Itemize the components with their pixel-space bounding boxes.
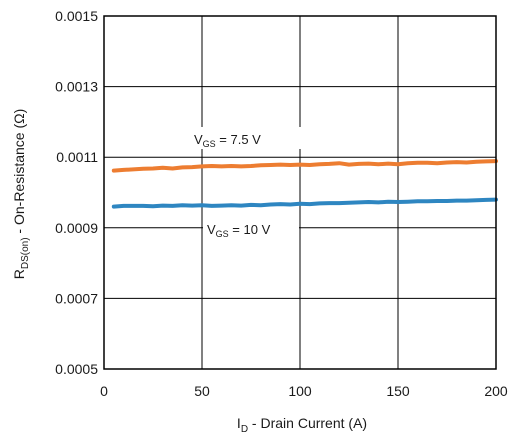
y-tick-label: 0.0015 [55, 8, 98, 24]
series-label-vgs-10: VGS = 10 V [207, 222, 271, 239]
x-tick-label: 50 [194, 383, 210, 399]
x-tick-label: 0 [100, 383, 108, 399]
x-axis-title: ID - Drain Current (A) [237, 415, 367, 435]
grid [103, 15, 497, 370]
x-tick-label: 100 [288, 383, 312, 399]
series-line-vgs-10 [111, 197, 498, 209]
series-line-vgs-7-5 [111, 159, 498, 173]
y-tick-label: 0.0013 [55, 79, 98, 95]
y-tick-label: 0.0011 [56, 149, 98, 165]
x-tick-label: 200 [484, 383, 508, 399]
series-label-bg-vgs-7-5 [190, 127, 303, 149]
series-label-vgs-7-5: VGS = 7.5 V [194, 132, 261, 149]
y-tick-label: 0.0007 [55, 290, 98, 306]
x-axis-tick-labels: 0 50 100 150 200 [100, 383, 508, 399]
y-tick-label: 0.0009 [55, 220, 98, 236]
y-tick-label: 0.0005 [55, 361, 98, 377]
y-axis-tick-labels: 0.0005 0.0007 0.0009 0.0011 0.0013 0.0015 [55, 8, 98, 377]
plot-frame [103, 15, 497, 370]
series-layer [111, 159, 498, 209]
x-tick-label: 150 [386, 383, 410, 399]
y-axis-title: RDS(on) - On-Resistance (Ω) [11, 109, 31, 280]
series-label-bg-vgs-10 [203, 217, 299, 239]
